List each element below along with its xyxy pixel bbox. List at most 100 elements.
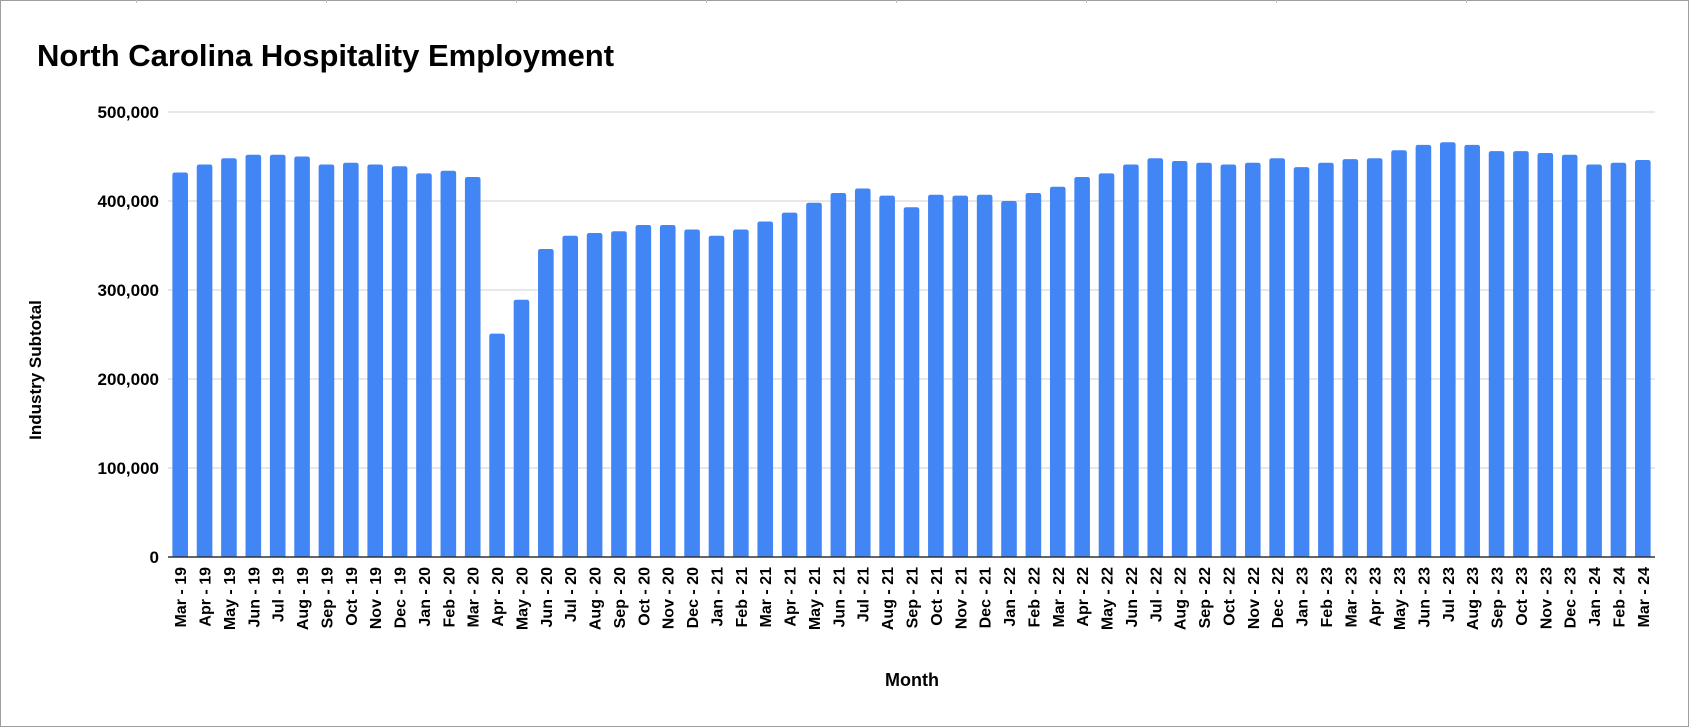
x-tick-label: Jan - 20	[417, 567, 434, 627]
bar	[806, 202, 822, 557]
bar	[1074, 176, 1090, 557]
bar	[245, 154, 262, 557]
x-tick-label: Jan - 21	[709, 567, 726, 627]
bars	[172, 142, 1651, 558]
x-tick-label: Dec - 23	[1563, 567, 1580, 628]
bar	[708, 235, 725, 557]
bar	[1610, 162, 1627, 558]
bar	[1513, 151, 1529, 557]
x-tick-label: Apr - 23	[1368, 567, 1385, 627]
x-tick-label: Dec - 20	[685, 567, 702, 628]
bar	[830, 192, 847, 558]
bar	[196, 164, 213, 557]
bar	[1049, 186, 1066, 557]
x-tick-label: Feb - 21	[734, 567, 751, 628]
bar	[318, 164, 335, 557]
bar	[586, 233, 603, 558]
x-axis-label: Month	[885, 670, 939, 690]
y-tick-label: 300,000	[98, 281, 159, 300]
x-tick-label: May - 21	[807, 567, 824, 630]
x-tick-label: Mar - 24	[1636, 567, 1653, 628]
x-tick-label: Jun - 19	[246, 567, 263, 628]
bar	[1244, 162, 1261, 558]
bar	[1269, 158, 1285, 557]
bar	[172, 172, 188, 557]
bar	[1488, 151, 1505, 557]
x-tick-label: Jun - 21	[831, 567, 848, 628]
x-tick-label: Apr - 21	[783, 567, 800, 627]
x-tick-label: Sep - 20	[612, 567, 629, 628]
bar	[1318, 162, 1334, 558]
x-tick-label: Apr - 20	[490, 567, 507, 627]
x-tick-label: Oct - 23	[1514, 567, 1531, 626]
bar	[952, 195, 969, 557]
bar	[1147, 158, 1164, 557]
x-tick-label: Mar - 20	[466, 567, 483, 628]
y-tick-label: 0	[150, 548, 159, 567]
bar	[1196, 162, 1212, 558]
x-tick-label: Oct - 20	[636, 567, 653, 626]
bar	[1025, 192, 1042, 558]
bar	[879, 195, 895, 557]
x-tick-label: Mar - 22	[1051, 567, 1068, 628]
bar	[976, 194, 993, 557]
x-tick-label: Feb - 23	[1319, 567, 1336, 628]
x-tick-label: Apr - 22	[1075, 567, 1092, 627]
x-tick-label: Jul - 19	[271, 567, 288, 622]
x-tick-label: Sep - 22	[1197, 567, 1214, 628]
y-tick-label: 400,000	[98, 192, 159, 211]
x-tick-label: Dec - 21	[978, 567, 995, 628]
bar	[1293, 167, 1310, 557]
x-tick-label: Oct - 22	[1221, 567, 1238, 626]
bar	[1123, 164, 1139, 557]
x-tick-label: Jul - 23	[1441, 567, 1458, 622]
x-tick-label: Jul - 20	[563, 567, 580, 622]
x-tick-label: Mar - 23	[1343, 567, 1360, 628]
bar	[928, 194, 944, 557]
x-tick-label: Jul - 22	[1148, 567, 1165, 622]
x-tick-label: Apr - 19	[198, 567, 215, 627]
x-tick-label: May - 19	[222, 567, 239, 630]
bar	[1098, 173, 1115, 557]
bar	[1415, 144, 1432, 557]
y-tick-label: 500,000	[98, 103, 159, 122]
x-tick-label: Dec - 19	[393, 567, 410, 628]
bar	[659, 225, 676, 557]
bar	[489, 333, 505, 557]
x-tick-label: Jul - 21	[856, 567, 873, 622]
x-tick-label: Aug - 22	[1173, 567, 1190, 630]
x-tick-label: Feb - 20	[441, 567, 458, 628]
x-tick-label: Jan - 22	[1002, 567, 1019, 627]
bar	[1220, 164, 1237, 557]
bar	[1537, 152, 1554, 557]
x-tick-label: Sep - 19	[319, 567, 336, 628]
x-tick-label: Oct - 19	[344, 567, 361, 626]
x-tick-label: Sep - 23	[1490, 567, 1507, 628]
bar	[1561, 154, 1578, 557]
bar	[221, 158, 237, 557]
x-tick-label: Jan - 23	[1295, 567, 1312, 627]
bar	[391, 166, 408, 558]
x-tick-label: Sep - 21	[905, 567, 922, 628]
bar	[611, 231, 627, 557]
y-tick-labels: 0 100,000 200,000 300,000 400,000 500,000	[98, 103, 159, 567]
bar	[1001, 201, 1017, 557]
bar	[733, 229, 749, 558]
bar	[684, 229, 700, 558]
x-tick-label: Feb - 22	[1026, 567, 1043, 628]
x-tick-label: Nov - 19	[368, 567, 385, 629]
bar	[269, 154, 286, 557]
x-tick-label: Nov - 23	[1538, 567, 1555, 629]
y-axis-label: Industry Subtotal	[26, 300, 45, 440]
bar	[538, 249, 554, 557]
bar	[1342, 159, 1359, 558]
bar	[781, 212, 798, 557]
x-tick-label: Aug - 23	[1465, 567, 1482, 630]
bar	[1366, 158, 1383, 557]
bar	[1635, 160, 1651, 557]
bar	[294, 156, 310, 557]
y-tick-label: 100,000	[98, 459, 159, 478]
bar	[367, 164, 384, 557]
x-tick-label: Mar - 21	[758, 567, 775, 628]
